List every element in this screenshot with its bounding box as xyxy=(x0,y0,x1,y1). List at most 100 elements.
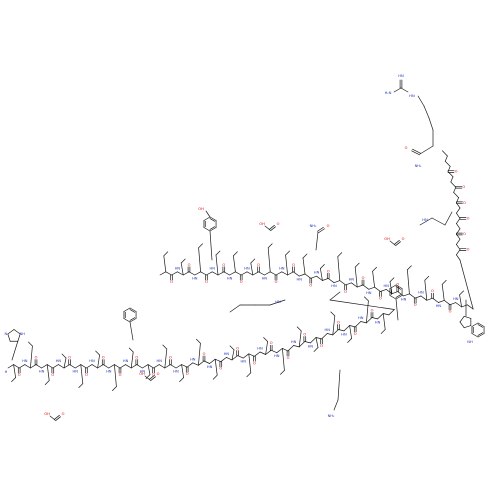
side-chain-bond xyxy=(382,313,386,330)
backbone-bond xyxy=(444,160,451,167)
guanidine-amine-label: H₂N xyxy=(385,91,392,95)
amide-nitrogen: HN xyxy=(22,359,28,363)
amide-nitrogen: HN xyxy=(384,284,390,288)
carbonyl-oxygen: O xyxy=(205,280,208,284)
backbone-bond xyxy=(165,271,172,276)
side-chain-bond xyxy=(11,377,16,382)
amide-nitrogen: HN xyxy=(325,328,331,332)
side-chain-bond xyxy=(80,364,84,384)
side-chain-bond xyxy=(354,266,358,288)
backbone-bond xyxy=(442,150,448,157)
lactam-bridge-bond xyxy=(419,217,433,226)
carbonyl-oxygen: O xyxy=(222,263,225,267)
carboxyl-double-bond xyxy=(394,239,400,245)
side-chain-bond xyxy=(407,269,410,295)
tyrosine-ring-bond xyxy=(203,216,211,221)
carboxyl-double-bond xyxy=(270,226,276,232)
side-chain-bond xyxy=(441,284,445,301)
backbone-bond xyxy=(397,291,404,297)
carbonyl-oxygen: O xyxy=(188,263,191,267)
indole-benzene-bond xyxy=(477,333,485,338)
side-chain-bond xyxy=(162,344,168,350)
backbone-bond xyxy=(351,282,358,288)
backbone-bond xyxy=(343,325,350,332)
backbone-bond xyxy=(182,271,190,276)
carboxyl-bond xyxy=(264,225,271,231)
side-chain-bond xyxy=(198,247,201,273)
side-chain-bond xyxy=(233,255,236,273)
carbonyl-oxygen: O xyxy=(169,356,172,360)
backbone-bond xyxy=(310,275,317,279)
side-chain-bond xyxy=(459,290,464,296)
backbone-bond xyxy=(333,280,341,284)
backbone-bond xyxy=(211,271,219,276)
backbone-bond xyxy=(186,362,194,368)
backbone-bond xyxy=(293,271,300,277)
side-chain-bond xyxy=(337,252,343,257)
lysine-chain-bond xyxy=(337,369,341,401)
side-chain-bond xyxy=(320,264,325,269)
carbonyl-oxygen: O xyxy=(85,373,88,377)
carbonyl-oxygen: O xyxy=(455,170,458,174)
side-chain-bond xyxy=(129,321,134,341)
phenyl-ring-bond xyxy=(395,294,402,298)
carboxyl-oxygen-label: O xyxy=(402,237,405,241)
side-chain-bond xyxy=(214,358,218,376)
indole-benzene-bond xyxy=(477,332,484,336)
backbone-bond xyxy=(175,364,182,369)
amide-nitrogen: HN xyxy=(56,359,62,363)
carbonyl-oxygen: O xyxy=(309,283,312,287)
carbonyl-oxygen: O xyxy=(379,297,382,301)
imidazole-n-label: N xyxy=(4,332,7,336)
backbone-bond xyxy=(164,364,171,369)
side-chain-bond xyxy=(44,380,50,385)
backbone-bond xyxy=(316,275,323,281)
backbone-bond xyxy=(426,297,433,301)
imidazole-ring-bond xyxy=(13,329,21,335)
backbone-bond xyxy=(356,284,364,288)
carboxyl-double-bond xyxy=(150,376,156,382)
side-chain-bond xyxy=(424,279,428,301)
amide-nitrogen: HN xyxy=(401,297,407,301)
backbone-bond xyxy=(58,364,65,369)
amide-nitrogen: HN xyxy=(366,291,372,295)
backbone-bond xyxy=(46,364,54,369)
carbonyl-oxygen: O xyxy=(35,356,38,360)
amide-nitrogen: HN xyxy=(73,370,79,374)
backbone-bond xyxy=(18,364,26,369)
backbone-bond xyxy=(453,192,459,198)
side-chain-bond xyxy=(46,364,50,381)
backbone-bond xyxy=(382,313,390,316)
phenyl-ring-bond xyxy=(395,284,403,289)
backbone-bond xyxy=(362,284,370,290)
phenyl-ring-bond xyxy=(389,284,397,289)
side-chain-bond xyxy=(282,348,285,371)
backbone-bond xyxy=(456,238,461,245)
lactam-nitrogen-label: HN xyxy=(422,218,428,222)
carboxyl-oxygen-label: O xyxy=(277,222,280,226)
backbone-bond xyxy=(270,349,278,354)
side-chain-bond xyxy=(233,251,238,257)
side-chain-bond xyxy=(296,326,302,332)
indole-benzene-bond xyxy=(477,322,485,327)
side-chain-bond xyxy=(30,345,33,369)
carbonyl-oxygen: O xyxy=(203,352,206,356)
backbone-bond xyxy=(339,280,346,286)
side-chain-bond xyxy=(11,340,19,361)
carbonyl-oxygen: O xyxy=(51,373,54,377)
backbone-bond xyxy=(265,349,272,355)
indole-pyrrole-bond xyxy=(463,325,472,329)
indole-benzene-bond xyxy=(471,333,479,338)
amide-nitrogen: HN xyxy=(190,357,196,361)
imidazole-ring-bond xyxy=(17,333,21,342)
backbone-bond xyxy=(450,181,457,188)
carbonyl-oxygen: O xyxy=(320,344,323,348)
side-chain-bond xyxy=(395,298,399,321)
backbone-bond xyxy=(459,259,474,310)
side-chain-bond xyxy=(459,294,462,308)
side-chain-bond xyxy=(145,374,151,379)
side-chain-bond xyxy=(163,255,167,273)
backbone-bond xyxy=(461,304,468,308)
carboxyl-bond xyxy=(49,415,56,421)
